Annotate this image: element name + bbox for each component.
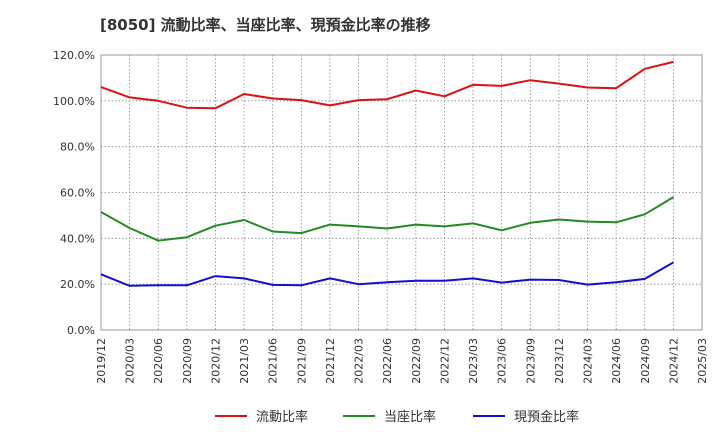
x-tick-label: 2021/09 [295,338,308,384]
y-tick-label: 40.0% [60,232,95,245]
x-tick-label: 2024/12 [667,338,680,384]
series-layer [100,60,674,287]
x-tick-label: 2023/03 [467,338,480,384]
x-tick-label: 2020/06 [152,338,165,384]
x-tick-label: 2021/12 [324,338,337,384]
x-tick-label: 2023/06 [496,338,509,384]
y-tick-label: 0.0% [67,324,95,337]
series-line [100,196,674,242]
x-tick-label: 2020/03 [124,338,137,384]
y-tick-label: 80.0% [60,141,95,154]
legend-label: 流動比率 [256,409,308,425]
y-axis: 0.0% 20.0% 40.0% 60.0% 80.0% 100.0% 120.0% [53,49,95,337]
x-tick-label: 2024/09 [639,338,652,384]
x-tick-label: 2024/03 [582,338,595,384]
series-line [100,261,674,287]
x-tick-label: 2019/12 [95,338,108,384]
x-axis: 2019/12 2020/03 2020/06 2020/09 2020/12 2021/… [95,338,709,384]
x-tick-label: 2023/09 [524,338,537,384]
legend-label: 現預金比率 [514,409,579,425]
x-tick-label: 2023/12 [553,338,566,384]
x-tick-label: 2022/06 [381,338,394,384]
x-tick-label: 2022/12 [438,338,451,384]
x-tick-label: 2025/03 [696,338,709,384]
x-tick-label: 2022/09 [410,338,423,384]
y-tick-label: 20.0% [60,278,95,291]
y-tick-label: 120.0% [53,49,95,62]
grid [101,55,702,330]
x-tick-label: 2021/03 [238,338,251,384]
y-tick-label: 60.0% [60,187,95,200]
legend-label: 当座比率 [384,409,436,425]
x-tick-label: 2022/03 [353,338,366,384]
x-tick-label: 2020/12 [209,338,222,384]
x-tick-label: 2021/06 [267,338,280,384]
chart-title: [8050] 流動比率、当座比率、現預金比率の推移 [100,16,431,34]
y-tick-label: 100.0% [53,95,95,108]
legend: 流動比率 当座比率 現預金比率 [215,409,579,425]
series-line [100,60,674,110]
x-tick-label: 2020/09 [181,338,194,384]
x-tick-label: 2024/06 [610,338,623,384]
plot-frame [100,54,703,331]
